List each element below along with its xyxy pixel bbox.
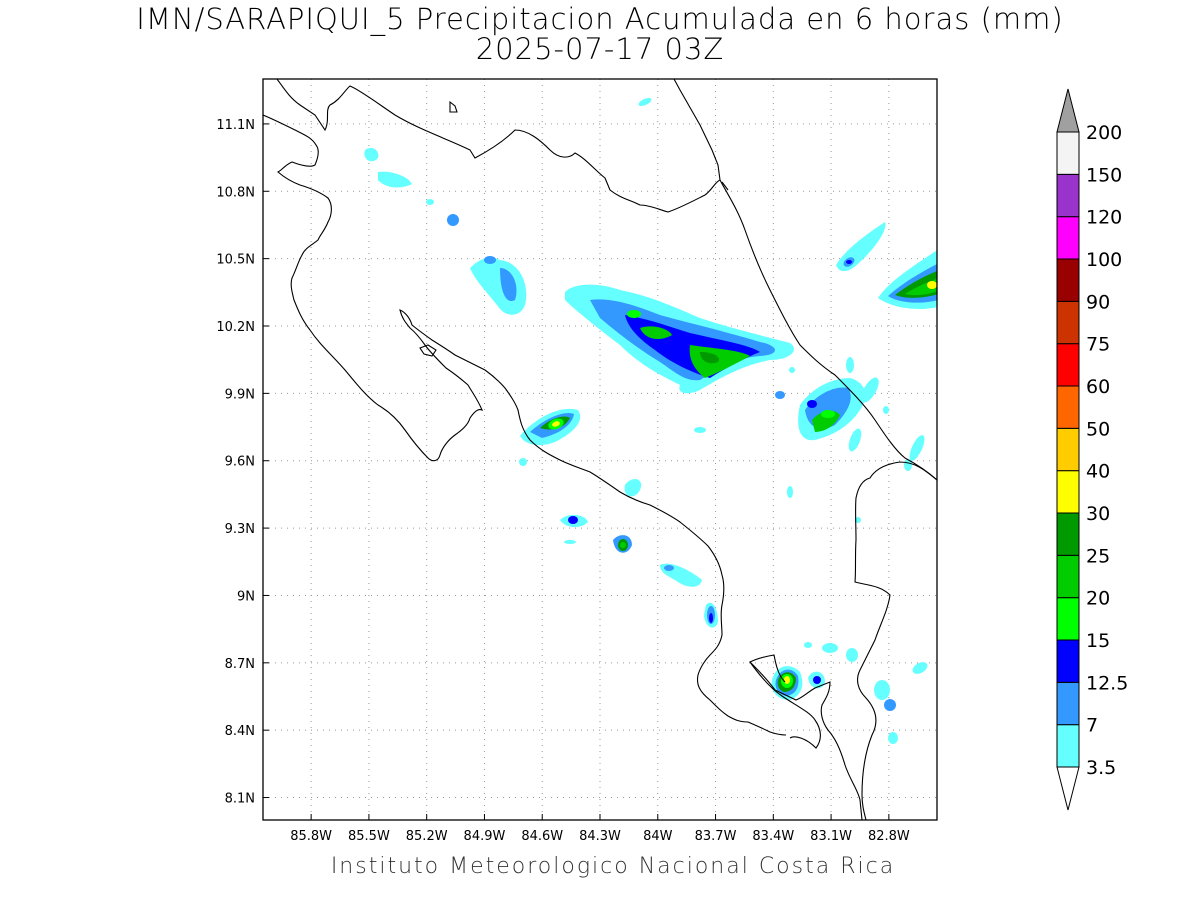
colorbar-label: 200 (1086, 122, 1122, 144)
y-tick-label: 8.1N (225, 792, 255, 807)
x-tick-label: 85.2W (406, 829, 448, 844)
y-tick-label: 9.3N (225, 522, 255, 537)
map-date: 2025-07-17 03Z (475, 32, 725, 66)
x-tick-label: 82.8W (868, 829, 910, 844)
y-axis-ticks: 8.1N 8.4N 8.7N 9N 9.3N 9.6N 9.9N 10.2N 10.5N 10.8… (216, 118, 269, 807)
colorbar-label: 3.5 (1086, 757, 1116, 779)
colorbar-swatch (1056, 300, 1080, 345)
colorbar-swatch (1056, 131, 1080, 175)
y-tick-label: 8.4N (225, 724, 255, 739)
colorbar-label: 30 (1086, 503, 1110, 525)
x-tick-label: 84.6W (521, 829, 563, 844)
colorbar-swatch (1056, 639, 1080, 683)
colorbar-swatch (1056, 681, 1080, 726)
colorbar-swatch (1056, 724, 1080, 768)
y-tick-label: 10.8N (216, 185, 255, 200)
colorbar-label: 75 (1086, 334, 1110, 356)
colorbar-swatch (1056, 343, 1080, 387)
x-tick-label: 83.4W (752, 829, 794, 844)
y-tick-label: 11.1N (216, 118, 255, 133)
x-tick-label: 84W (643, 829, 673, 844)
colorbar-label: 90 (1086, 291, 1110, 313)
colorbar-swatch (1056, 216, 1080, 260)
colorbar-label: 150 (1086, 164, 1122, 186)
colorbar-label: 100 (1086, 249, 1122, 271)
colorbar-label: 7 (1086, 715, 1098, 737)
colorbar-swatch (1056, 554, 1080, 599)
y-tick-label: 10.5N (216, 253, 255, 268)
x-tick-label: 85.8W (290, 829, 332, 844)
colorbar-under-arrow (1056, 766, 1080, 811)
y-tick-label: 9.6N (225, 455, 255, 470)
colorbar-label: 20 (1086, 588, 1110, 610)
colorbar-swatch (1056, 470, 1080, 514)
map-title: IMN/SARAPIQUI_5 Precipitacion Acumulada … (136, 2, 1064, 36)
colorbar-label: 12.5 (1086, 672, 1128, 694)
colorbar-swatch (1056, 512, 1080, 556)
x-axis-ticks: 85.8W 85.5W 85.2W 84.9W 84.6W 84.3W 84W 83.7W 83… (290, 814, 910, 844)
colorbar-swatch (1056, 427, 1080, 472)
x-tick-label: 84.3W (579, 829, 621, 844)
y-tick-label: 9N (237, 589, 255, 604)
colorbar-over-arrow (1056, 88, 1080, 133)
colorbar-label: 40 (1086, 461, 1110, 483)
colorbar-swatch (1056, 385, 1080, 429)
precipitation-contours (364, 97, 937, 744)
y-tick-label: 9.9N (225, 387, 255, 402)
colorbar-swatch (1056, 173, 1080, 218)
colorbar-label: 50 (1086, 418, 1110, 440)
credit-text: Instituto Meteorologico Nacional Costa R… (330, 854, 896, 879)
colorbar-swatch (1056, 597, 1080, 641)
colorbar-label: 120 (1086, 207, 1122, 229)
x-tick-label: 83.1W (810, 829, 852, 844)
x-tick-label: 83.7W (695, 829, 737, 844)
y-tick-label: 10.2N (216, 320, 255, 335)
coastlines-and-borders (263, 79, 937, 820)
y-tick-label: 8.7N (225, 657, 255, 672)
colorbar-label: 60 (1086, 376, 1110, 398)
x-tick-label: 84.9W (464, 829, 506, 844)
x-tick-label: 85.5W (348, 829, 390, 844)
map-background (263, 79, 937, 820)
colorbar-label: 25 (1086, 545, 1110, 567)
colorbar-label: 15 (1086, 630, 1110, 652)
colorbar-swatch (1056, 258, 1080, 302)
